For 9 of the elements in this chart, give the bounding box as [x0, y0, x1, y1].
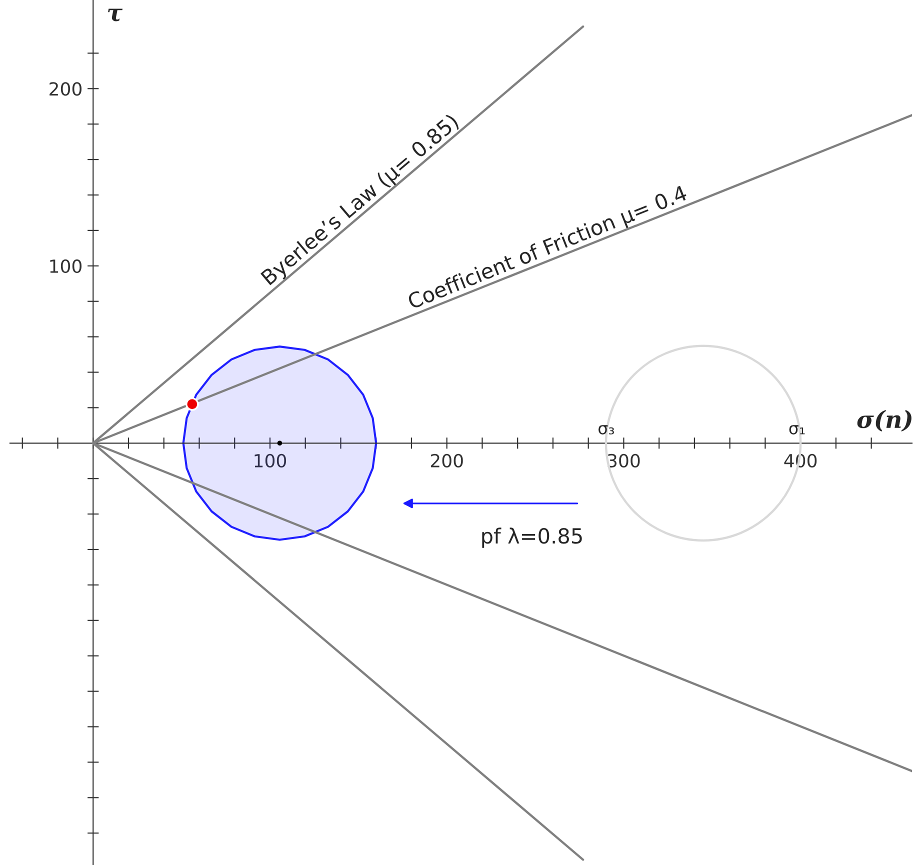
annotation: σ₁	[789, 425, 805, 434]
annotation: pf λ=0.85	[482, 528, 582, 548]
x-axis-title: σ(n)	[857, 410, 912, 432]
x-tick-label: 400	[784, 454, 817, 468]
x-tick-label: 300	[608, 454, 640, 468]
x-tick-label: 100	[254, 454, 286, 468]
x-tick-label: 200	[430, 454, 463, 468]
y-axis-title: τ	[108, 8, 123, 22]
annotation: σ₃	[598, 425, 614, 434]
